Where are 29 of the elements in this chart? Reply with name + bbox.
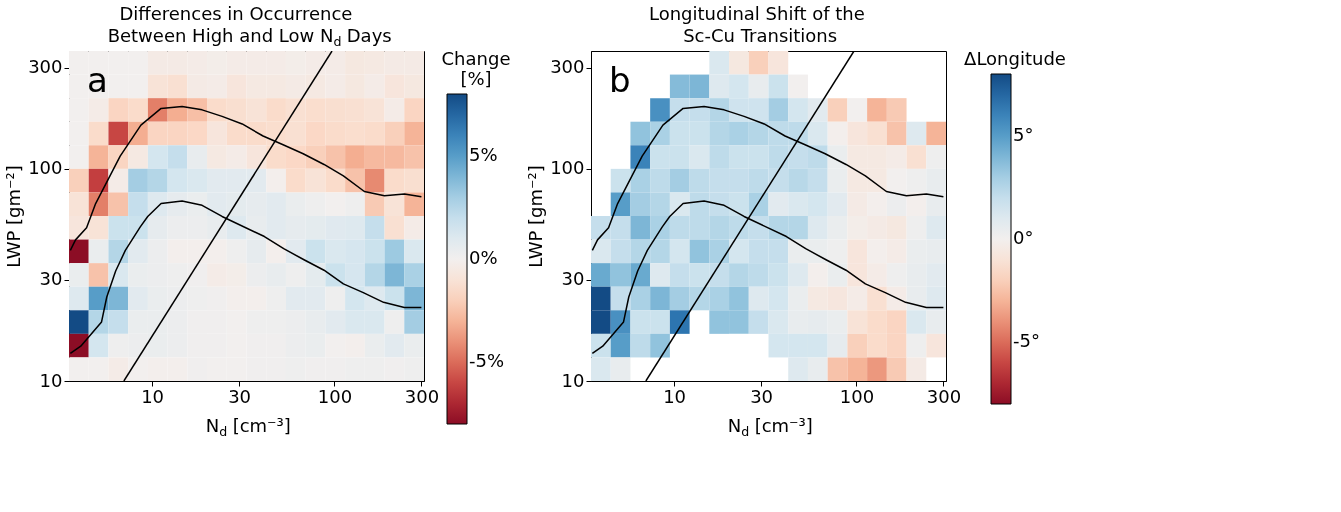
- y-axis-title: LWP [gm⁻²]: [3, 165, 25, 268]
- y-tick-label: 30: [561, 268, 585, 290]
- y-tick-label: 30: [39, 268, 63, 290]
- color-bar-label: 5%: [469, 143, 498, 165]
- y-tick-label: 300: [28, 56, 63, 78]
- color-bar-title: ΔLongitude: [964, 48, 1066, 69]
- x-tick-label: 100: [317, 385, 353, 407]
- color-bar-label: -5%: [469, 350, 505, 372]
- chart-title: Longitudinal Shift of the Sc-Cu Transitions: [648, 3, 865, 46]
- y-tick-label: 100: [550, 157, 585, 179]
- color-bar-label: 0%: [469, 247, 498, 268]
- color-bar-label: 5°: [1013, 123, 1034, 145]
- y-tick-label: 10: [39, 369, 63, 391]
- y-tick-label: 100: [28, 157, 63, 179]
- annotation: b: [609, 60, 631, 100]
- x-tick-label: 10: [141, 385, 165, 407]
- x-tick-label: 30: [750, 385, 774, 407]
- x-tick-label: 300: [404, 385, 440, 407]
- y-tick-label: 10: [561, 369, 585, 391]
- x-tick-label: 30: [228, 385, 252, 407]
- color-bar-title: Change [%]: [441, 48, 511, 89]
- y-axis-title: LWP [gm⁻²]: [525, 165, 547, 268]
- annotation: a: [87, 60, 108, 100]
- x-tick-label: 300: [926, 385, 962, 407]
- color-bar-label: 0°: [1013, 227, 1034, 248]
- x-tick-label: 10: [663, 385, 687, 407]
- y-tick-label: 300: [550, 56, 585, 78]
- color-bar-label: -5°: [1013, 330, 1040, 352]
- x-tick-label: 100: [839, 385, 875, 407]
